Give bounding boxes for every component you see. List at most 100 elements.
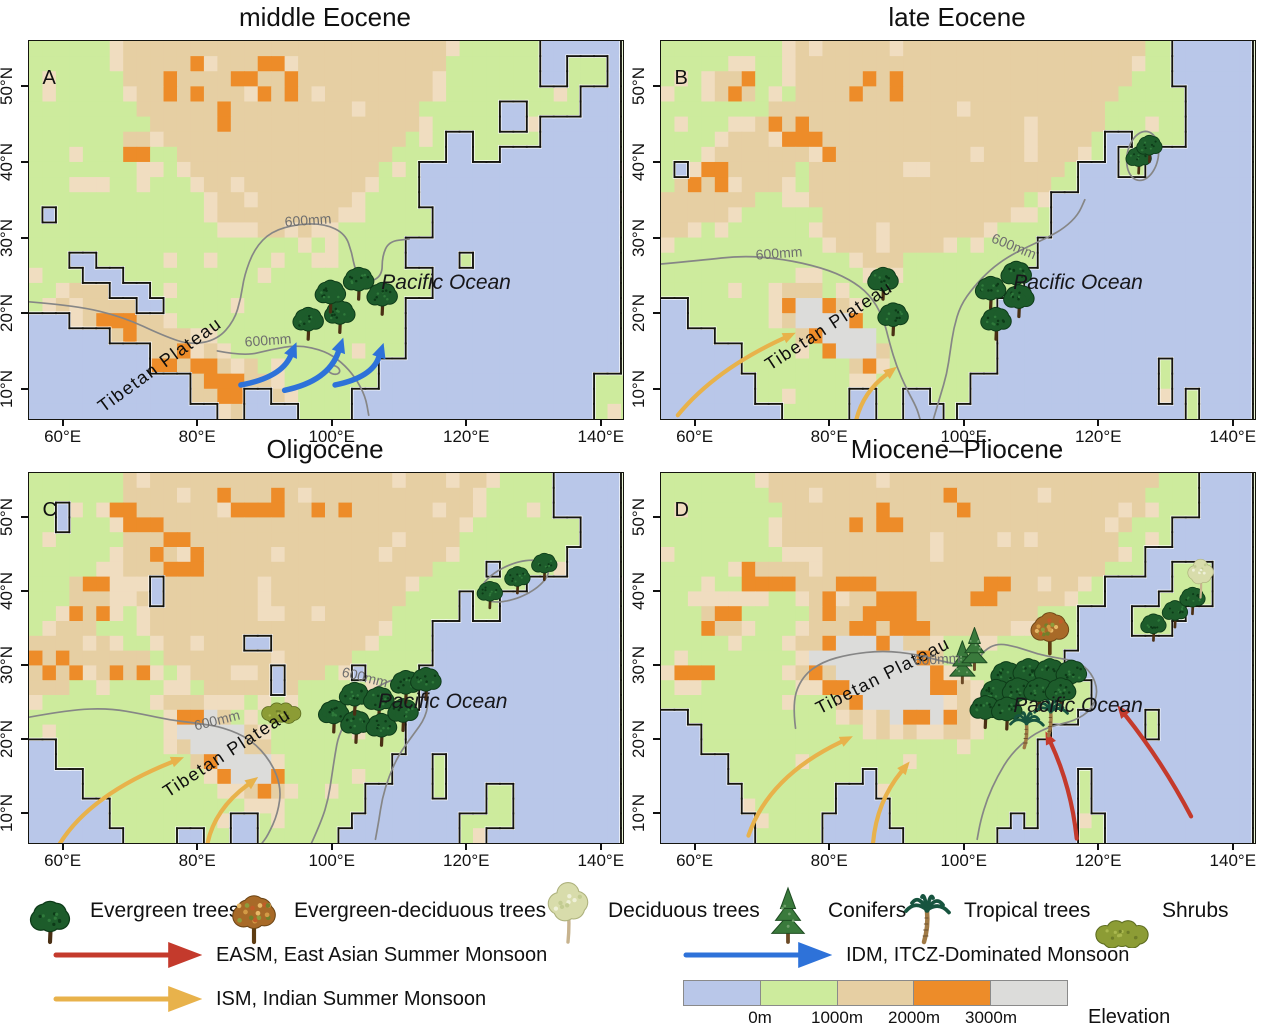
x-axis-tick <box>330 843 333 850</box>
x-axis-label: 140°E <box>577 851 625 870</box>
x-axis-label: 120°E <box>1074 427 1122 446</box>
y-axis-label: 40°N <box>0 142 16 181</box>
map-canvas-a <box>29 41 623 419</box>
x-axis-label: 60°E <box>676 427 714 446</box>
x-axis-tick <box>828 419 831 426</box>
elevation-tick-label: 0m <box>748 1008 772 1027</box>
evergreen-icon <box>18 874 82 948</box>
legend-arrow-easm: EASM, East Asian Summer Monsoon <box>52 938 547 972</box>
x-axis-tick <box>599 843 602 850</box>
y-axis-tick <box>653 664 660 667</box>
panel-title-late-eocene: late Eocene <box>888 2 1026 32</box>
x-axis-tick <box>61 419 64 426</box>
y-axis-tick <box>653 236 660 239</box>
x-axis-label: 80°E <box>178 427 216 446</box>
x-axis-label: 80°E <box>810 427 848 446</box>
elevation-segment <box>837 981 915 1005</box>
x-axis-label: 120°E <box>442 851 490 870</box>
elevation-segment <box>760 981 838 1005</box>
legend-label-deciduous: Deciduous trees <box>608 899 760 922</box>
panel-title-oligocene: Oligocene <box>266 434 384 464</box>
x-axis-tick <box>693 419 696 426</box>
y-axis-tick <box>21 516 28 519</box>
x-axis-label: 60°E <box>44 427 82 446</box>
panel-letter-d: D <box>674 498 689 521</box>
y-axis-label: 50°N <box>0 67 16 106</box>
legend-item-deciduous: Deciduous trees <box>536 874 760 948</box>
x-axis-tick <box>1231 419 1234 426</box>
map-panel-c: C Tibetan Plateau Pacific Ocean 600mm 600… <box>0 472 624 870</box>
x-axis-tick <box>196 419 199 426</box>
evergreen-deciduous-icon <box>222 874 286 948</box>
legend-arrow-ism: ISM, Indian Summer Monsoon <box>52 982 486 1016</box>
elevation-tick-label: 3000m <box>965 1008 1017 1027</box>
y-axis-label: 10°N <box>0 369 16 408</box>
y-axis-label: 10°N <box>0 794 16 833</box>
y-axis-tick <box>21 664 28 667</box>
x-axis-tick <box>693 843 696 850</box>
x-axis-tick <box>1097 843 1100 850</box>
x-axis-label: 120°E <box>1074 851 1122 870</box>
y-axis-tick <box>21 812 28 815</box>
x-axis-tick <box>61 843 64 850</box>
x-axis-tick <box>599 419 602 426</box>
tropical-icon <box>892 874 956 948</box>
y-axis-tick <box>21 738 28 741</box>
map-panel-d: D Tibetan Plateau Pacific Ocean 600mm 60°… <box>629 472 1256 870</box>
x-axis-tick <box>196 843 199 850</box>
y-axis-label: 20°N <box>629 294 648 333</box>
x-axis-label: 100°E <box>308 427 355 446</box>
pacific-ocean-label: Pacific Ocean <box>377 690 508 714</box>
legend-arrow-label-ism: ISM, Indian Summer Monsoon <box>216 987 487 1010</box>
x-axis-tick <box>962 419 965 426</box>
y-axis-label: 50°N <box>629 67 648 106</box>
legend-arrow-idm: IDM, ITCZ-Dominated Monsoon <box>682 938 1129 972</box>
legend-arrow-label-idm: IDM, ITCZ-Dominated Monsoon <box>846 943 1130 966</box>
x-axis-tick <box>330 419 333 426</box>
legend-arrow-label-easm: EASM, East Asian Summer Monsoon <box>216 943 548 966</box>
x-axis-tick <box>465 419 468 426</box>
y-axis-label: 30°N <box>629 218 648 257</box>
elevation-segment <box>991 981 1067 1005</box>
map-canvas-c <box>29 473 623 843</box>
y-axis-label: 10°N <box>629 369 648 408</box>
legend-item-evergreen_deciduous: Evergreen-deciduous trees <box>222 874 546 948</box>
legend-item-shrub: Shrubs <box>1090 874 1229 948</box>
map-canvas-b <box>661 41 1255 419</box>
y-axis-tick <box>653 516 660 519</box>
x-axis-tick <box>1097 419 1100 426</box>
legend-label-evergreen: Evergreen trees <box>90 899 240 922</box>
x-axis-label: 80°E <box>810 851 848 870</box>
y-axis-label: 30°N <box>0 646 16 685</box>
elevation-title: Elevation <box>1088 1006 1171 1027</box>
y-axis-label: 30°N <box>629 646 648 685</box>
map-panel-b: B Tibetan Plateau Pacific Ocean 600mm 600… <box>629 40 1256 446</box>
x-axis-label: 140°E <box>577 427 625 446</box>
y-axis-tick <box>653 160 660 163</box>
y-axis-label: 10°N <box>629 794 648 833</box>
legend-label-conifer: Conifers <box>828 899 907 922</box>
legend-label-tropical: Tropical trees <box>964 899 1091 922</box>
y-axis-label: 20°N <box>629 720 648 759</box>
y-axis-tick <box>21 312 28 315</box>
legend-item-evergreen: Evergreen trees <box>18 874 239 948</box>
x-axis-tick <box>465 843 468 850</box>
contour-label-600mm: 600mm <box>244 330 293 350</box>
x-axis-label: 140°E <box>1209 427 1257 446</box>
y-axis-label: 30°N <box>0 218 16 257</box>
x-axis-label: 140°E <box>1209 851 1257 870</box>
deciduous-icon <box>536 874 600 948</box>
pacific-ocean-label: Pacific Ocean <box>1013 270 1143 294</box>
panel-letter-a: A <box>42 67 56 90</box>
legend-label-shrub: Shrubs <box>1162 899 1229 922</box>
conifer-icon <box>756 874 820 948</box>
y-axis-label: 50°N <box>629 498 648 537</box>
y-axis-tick <box>653 812 660 815</box>
x-axis-label: 100°E <box>940 427 987 446</box>
elevation-colorbar <box>683 980 1068 1006</box>
panel-title-middle-eocene: middle Eocene <box>239 2 411 32</box>
y-axis-tick <box>653 590 660 593</box>
x-axis-tick <box>962 843 965 850</box>
elevation-segment <box>684 981 761 1005</box>
